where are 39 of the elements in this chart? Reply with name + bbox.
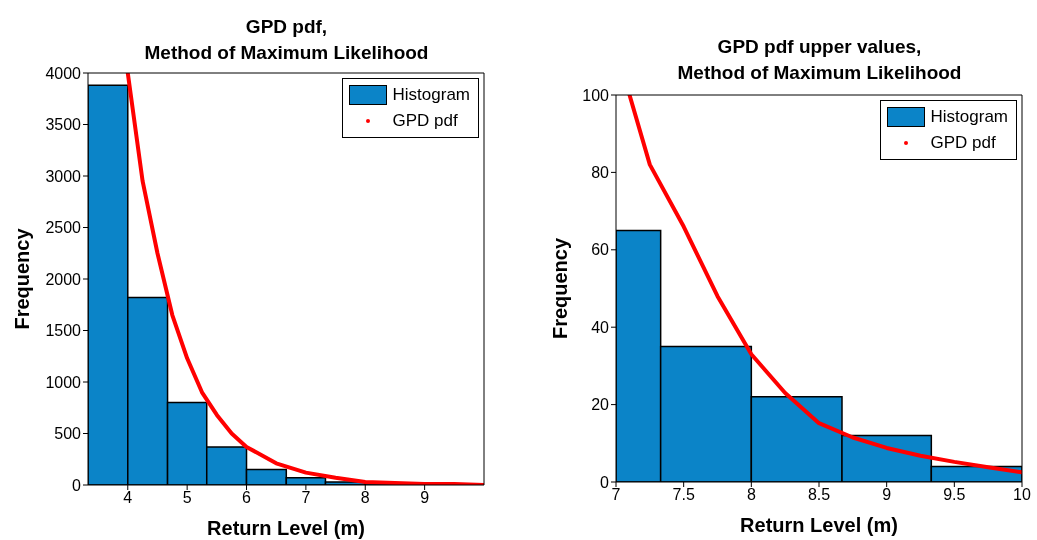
x-tick-label: 7.5 xyxy=(672,486,695,504)
legend-label: GPD pdf xyxy=(392,111,458,131)
y-tick-label: 0 xyxy=(72,476,82,494)
x-tick-label: 6 xyxy=(242,489,252,507)
x-tick-label: 9 xyxy=(420,489,430,507)
y-tick-label: 500 xyxy=(54,425,82,443)
y-tick-label: 20 xyxy=(591,396,610,414)
x-tick-label: 8 xyxy=(746,486,756,504)
x-tick-label: 9.5 xyxy=(943,486,966,504)
y-tick-label: 4000 xyxy=(45,64,82,82)
y-tick-label: 1000 xyxy=(45,373,82,391)
x-axis-title: Return Level (m) xyxy=(740,514,898,536)
y-tick-label: 60 xyxy=(591,241,610,259)
x-axis-title: Return Level (m) xyxy=(207,517,365,539)
y-tick-label: 2500 xyxy=(45,219,82,237)
y-axis-title: Frequency xyxy=(549,237,572,340)
y-tick-label: 1500 xyxy=(45,322,82,340)
chart-title: GPD pdf, Method of Maximum Likelihood xyxy=(143,15,430,65)
y-axis-title: Frequency xyxy=(11,227,34,330)
y-tick-label: 3500 xyxy=(45,116,82,134)
legend-label: Histogram xyxy=(930,107,1008,127)
x-tick-label: 5 xyxy=(182,489,192,507)
chart-title: GPD pdf upper values, Method of Maximum Likelihood xyxy=(676,35,963,85)
legend-label: GPD pdf xyxy=(930,133,996,153)
y-tick-label: 40 xyxy=(591,318,610,336)
legend-label: Histogram xyxy=(392,85,470,105)
y-tick-label: 0 xyxy=(600,473,610,491)
x-tick-label: 7 xyxy=(611,486,621,504)
y-tick-label: 100 xyxy=(582,86,610,104)
x-tick-label: 8 xyxy=(360,489,370,507)
x-tick-label: 8.5 xyxy=(807,486,831,504)
y-tick-label: 2000 xyxy=(45,270,82,288)
x-tick-label: 7 xyxy=(301,489,311,507)
y-tick-label: 3000 xyxy=(45,167,82,185)
x-tick-label: 9 xyxy=(882,486,892,504)
line-series xyxy=(627,95,1022,475)
x-tick-label: 4 xyxy=(123,489,133,507)
x-tick-label: 10 xyxy=(1013,486,1031,504)
y-tick-label: 80 xyxy=(591,164,610,182)
